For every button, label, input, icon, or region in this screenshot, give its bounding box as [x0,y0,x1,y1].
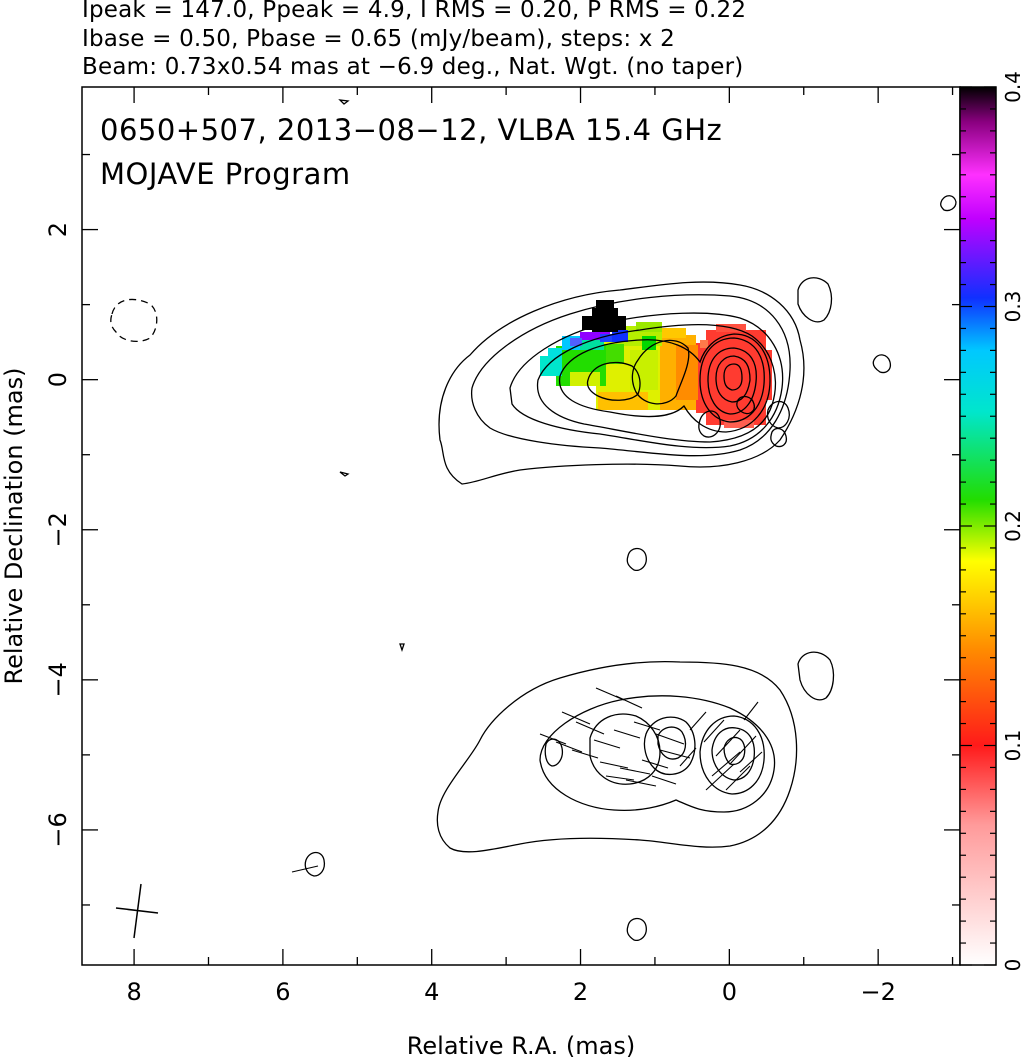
colorbar-tick-label: 0.2 [1001,510,1021,542]
x-axis-ticks [133,87,954,965]
colorbar-tick-label: 0.1 [1001,730,1021,762]
pol-green-cyan-region [540,336,606,386]
map-subtitle: MOJAVE Program [100,157,351,191]
y-axis-label: Relative Declination (mas) [0,367,28,684]
colorbar-tick-label: 0.4 [1001,71,1021,103]
y-tick-label: −4 [44,662,72,697]
x-tick-label: 4 [424,978,439,1006]
x-tick-label: −2 [860,978,895,1006]
x-tick-label: 2 [573,978,588,1006]
y-tick-labels: 2 0 −2 −4 −6 [44,222,72,848]
header-contour-levels: Ibase = 0.50, Pbase = 0.65 (mJy/beam), s… [82,26,675,52]
intensity-contours-upper [338,99,957,653]
y-axis-ticks [82,153,960,906]
y-tick-label: −6 [44,812,72,847]
pol-orange-band [656,328,698,410]
header-beam-info: Beam: 0.73x0.54 mas at −6.9 deg., Nat. W… [82,54,744,80]
plot-frame [81,86,961,966]
x-tick-label: 8 [126,978,141,1006]
intensity-contours-lower [304,651,835,942]
y-tick-label: 0 [44,372,72,387]
negative-contour [110,298,158,343]
colorbar-ticks [960,86,996,966]
y-tick-label: 2 [44,222,72,237]
x-tick-label: 6 [275,978,290,1006]
beam-cross [115,883,159,939]
map-title: 0650+507, 2013−08−12, VLBA 15.4 GHz [100,113,722,147]
colorbar-tick-labels: 0 0.1 0.2 0.3 0.4 [1001,71,1021,971]
header-intensity-stats: Ipeak = 147.0, Ppeak = 4.9, I RMS = 0.20… [82,0,747,23]
x-tick-label: 0 [722,978,737,1006]
evpa-vectors [291,687,763,873]
x-axis-label: Relative R.A. (mas) [407,1032,635,1060]
y-tick-label: −2 [44,512,72,547]
x-tick-labels: 8 6 4 2 0 −2 [126,978,895,1006]
colorbar-tick-label: 0 [1001,959,1021,972]
colorbar-tick-label: 0.3 [1001,291,1021,323]
